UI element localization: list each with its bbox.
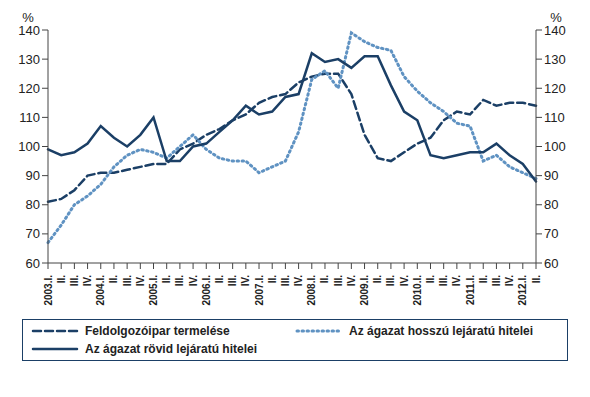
html-text:Az ágazat hosszú lejáratú hite: Az ágazat hosszú lejáratú hitelei — [349, 324, 534, 338]
svg-text:III.: III. — [69, 275, 80, 286]
svg-text:2006.I.: 2006.I. — [201, 275, 212, 306]
svg-text:III.: III. — [385, 275, 396, 286]
svg-text:2010.I.: 2010.I. — [412, 275, 423, 306]
svg-text:IV.: IV. — [82, 275, 93, 287]
svg-text:III.: III. — [491, 275, 502, 286]
svg-text:2011.I.: 2011.I. — [465, 275, 476, 305]
svg-text:120: 120 — [544, 81, 566, 96]
svg-text:2003.I.: 2003.I. — [43, 275, 54, 306]
svg-text:II.: II. — [214, 275, 225, 284]
svg-text:II.: II. — [56, 275, 67, 284]
svg-text:IV.: IV. — [240, 275, 251, 287]
svg-text:II.: II. — [267, 275, 278, 284]
svg-text:IV.: IV. — [346, 275, 357, 287]
svg-text:2004.I.: 2004.I. — [95, 275, 106, 306]
svg-text:80: 80 — [26, 197, 40, 212]
svg-text:130: 130 — [544, 52, 566, 67]
svg-text:III.: III. — [333, 275, 344, 286]
svg-text:120: 120 — [18, 81, 40, 96]
svg-text:II.: II. — [531, 275, 542, 284]
svg-text:IV.: IV. — [504, 275, 515, 287]
svg-text:II.: II. — [372, 275, 383, 284]
svg-text:90: 90 — [544, 168, 558, 183]
svg-text:140: 140 — [18, 22, 40, 38]
svg-text:III.: III. — [438, 275, 449, 286]
svg-text:%: % — [550, 10, 562, 25]
svg-text:90: 90 — [26, 168, 40, 183]
svg-text:80: 80 — [544, 197, 558, 212]
svg-text:%: % — [22, 10, 34, 25]
svg-text:II.: II. — [108, 275, 119, 284]
svg-text:100: 100 — [18, 139, 40, 154]
svg-text:IV.: IV. — [188, 275, 199, 287]
svg-text:100: 100 — [544, 139, 566, 154]
svg-text:III.: III. — [174, 275, 185, 286]
svg-text:70: 70 — [544, 226, 558, 241]
svg-text:110: 110 — [544, 110, 565, 125]
html-text:Az ágazat rövid lejáratú hitel: Az ágazat rövid lejáratú hitelei — [85, 342, 258, 356]
svg-text:II.: II. — [319, 275, 330, 284]
svg-text:III.: III. — [122, 275, 133, 286]
svg-text:II.: II. — [478, 275, 489, 284]
html-text:Feldolgozóipar termelése: Feldolgozóipar termelése — [85, 324, 230, 338]
svg-text:II.: II. — [425, 275, 436, 284]
svg-text:III.: III. — [227, 275, 238, 286]
svg-text:2012.I.: 2012.I. — [517, 275, 528, 306]
svg-text:2007.I.: 2007.I. — [254, 275, 265, 306]
svg-text:2008.I.: 2008.I. — [306, 275, 317, 306]
svg-text:60: 60 — [26, 256, 40, 271]
svg-text:140: 140 — [544, 22, 566, 38]
svg-text:60: 60 — [544, 256, 558, 271]
svg-text:IV.: IV. — [135, 275, 146, 287]
svg-text:III.: III. — [280, 275, 291, 286]
svg-text:130: 130 — [18, 52, 40, 67]
svg-text:IV.: IV. — [293, 275, 304, 287]
svg-text:2005.I.: 2005.I. — [148, 275, 159, 306]
svg-text:II.: II. — [161, 275, 172, 284]
svg-text:70: 70 — [26, 226, 40, 241]
svg-text:110: 110 — [19, 110, 40, 125]
svg-text:IV.: IV. — [451, 275, 462, 287]
svg-text:IV.: IV. — [399, 275, 410, 287]
svg-text:2009.I.: 2009.I. — [359, 275, 370, 306]
